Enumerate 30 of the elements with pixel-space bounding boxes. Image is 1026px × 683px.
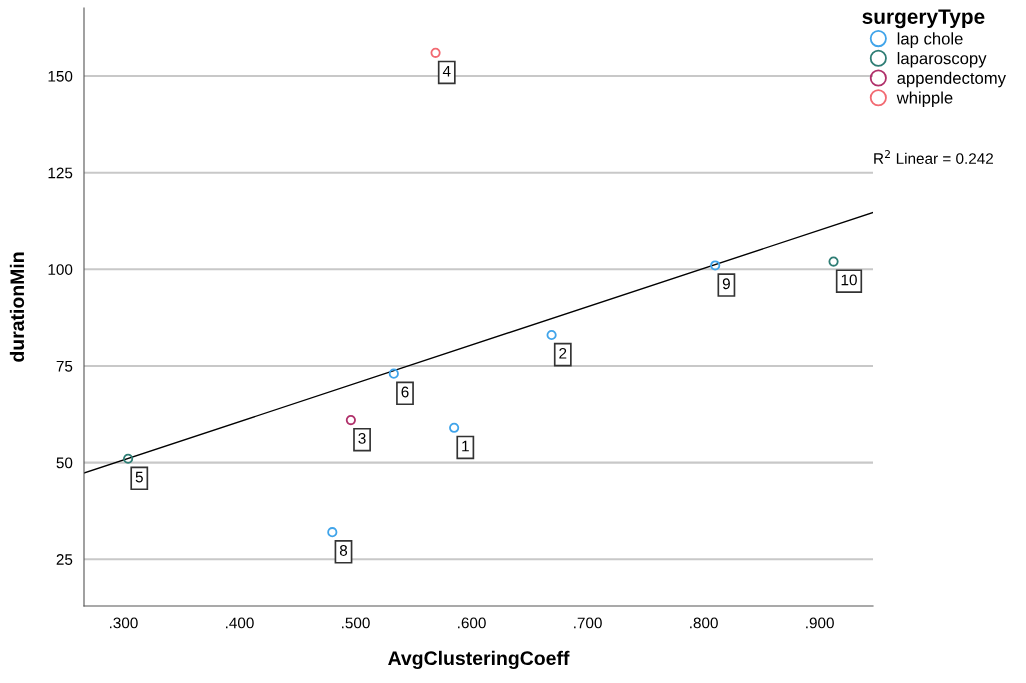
x-tick-label: .300 xyxy=(109,617,138,629)
annotation: 5 xyxy=(135,471,143,483)
y-tick-label: 75 xyxy=(56,360,73,372)
text: R$^{2}$ Linear = 0.242 xyxy=(874,150,993,164)
y-tick-label: 25 xyxy=(56,554,73,565)
annotation: 4 xyxy=(442,65,451,77)
x-tick-label: .600 xyxy=(458,617,486,629)
y-tick-label: 150 xyxy=(48,70,73,82)
annotation: 2 xyxy=(559,347,567,359)
y-tick-label: 125 xyxy=(48,167,73,179)
x-axis-title: AvgClusteringCoeff xyxy=(388,650,570,670)
x-tick-label: .900 xyxy=(806,617,834,629)
annotation: 1 xyxy=(462,440,469,452)
annotation: 3 xyxy=(358,432,366,444)
y-tick-label: 100 xyxy=(48,264,73,275)
y-tick-label: 50 xyxy=(56,457,73,469)
annotation: 9 xyxy=(722,278,730,290)
legend-label: laparoscopy xyxy=(897,52,987,68)
legend-label: appendectomy xyxy=(897,71,1006,88)
x-tick-label: .800 xyxy=(690,617,718,629)
x-tick-label: .500 xyxy=(342,617,370,629)
annotation: 6 xyxy=(401,386,409,398)
x-tick-label: .700 xyxy=(574,617,602,629)
legend-label: whipple xyxy=(896,91,953,107)
legend-label: lap chole xyxy=(897,32,963,48)
annotation: 10 xyxy=(841,274,857,286)
x-tick-label: .400 xyxy=(226,617,254,629)
legend-title: surgeryType xyxy=(862,9,985,29)
annotation: 8 xyxy=(339,545,348,556)
y-axis-title: durationMin xyxy=(9,252,25,362)
